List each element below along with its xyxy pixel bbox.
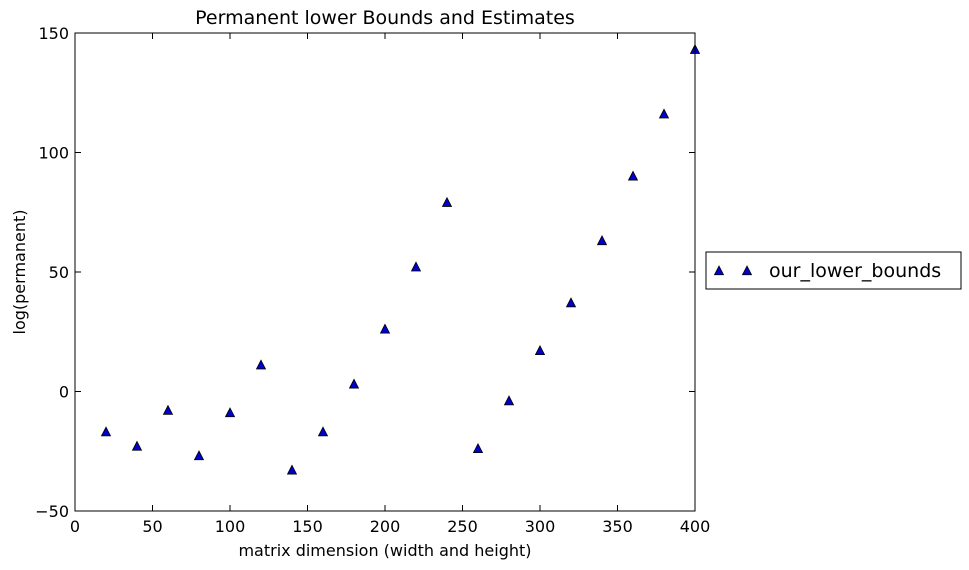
x-tick-label: 250: [447, 517, 478, 536]
data-point: [255, 359, 267, 370]
y-axis-ticks: −50 0 50 100 150: [35, 24, 695, 521]
x-tick-label: 0: [70, 517, 80, 536]
legend-marker: [713, 265, 725, 276]
data-point: [379, 323, 391, 334]
data-point: [224, 407, 236, 418]
data-point: [627, 170, 639, 181]
x-tick-label: 350: [602, 517, 633, 536]
legend-markers: [713, 265, 753, 276]
data-point: [596, 235, 608, 246]
data-point: [162, 404, 174, 415]
legend-entry-label: our_lower_bounds: [769, 260, 941, 282]
data-points: [100, 43, 701, 475]
y-tick-label: 50: [49, 263, 69, 282]
data-point: [534, 344, 546, 356]
x-tick-label: 300: [525, 517, 556, 536]
data-point: [410, 261, 422, 272]
plot-area-frame: [74, 32, 696, 512]
data-point: [193, 450, 205, 461]
x-tick-label: 150: [292, 517, 323, 536]
y-tick-label: 150: [38, 24, 69, 43]
chart-title: Permanent lower Bounds and Estimates: [195, 7, 575, 29]
y-tick-label: −50: [35, 502, 69, 521]
x-tick-label: 400: [680, 517, 711, 536]
legend: our_lower_bounds: [705, 251, 962, 290]
y-tick-label: 0: [59, 383, 69, 402]
data-point: [317, 426, 329, 437]
data-point: [286, 464, 298, 475]
data-point: [565, 297, 577, 308]
data-point: [131, 440, 143, 451]
y-axis-label: log(permanent): [10, 210, 29, 335]
data-point: [658, 108, 670, 119]
data-point: [503, 395, 515, 406]
data-point: [348, 378, 360, 389]
legend-marker: [741, 265, 753, 276]
data-point: [472, 442, 484, 454]
x-tick-label: 100: [215, 517, 246, 536]
x-tick-label: 200: [370, 517, 401, 536]
x-axis-ticks: 0 50 100 150 200 250 300 350 400: [70, 33, 710, 536]
data-point: [441, 196, 453, 207]
x-axis-label: matrix dimension (width and height): [238, 541, 531, 560]
data-point: [100, 426, 112, 437]
y-tick-label: 100: [38, 144, 69, 163]
x-tick-label: 50: [142, 517, 162, 536]
